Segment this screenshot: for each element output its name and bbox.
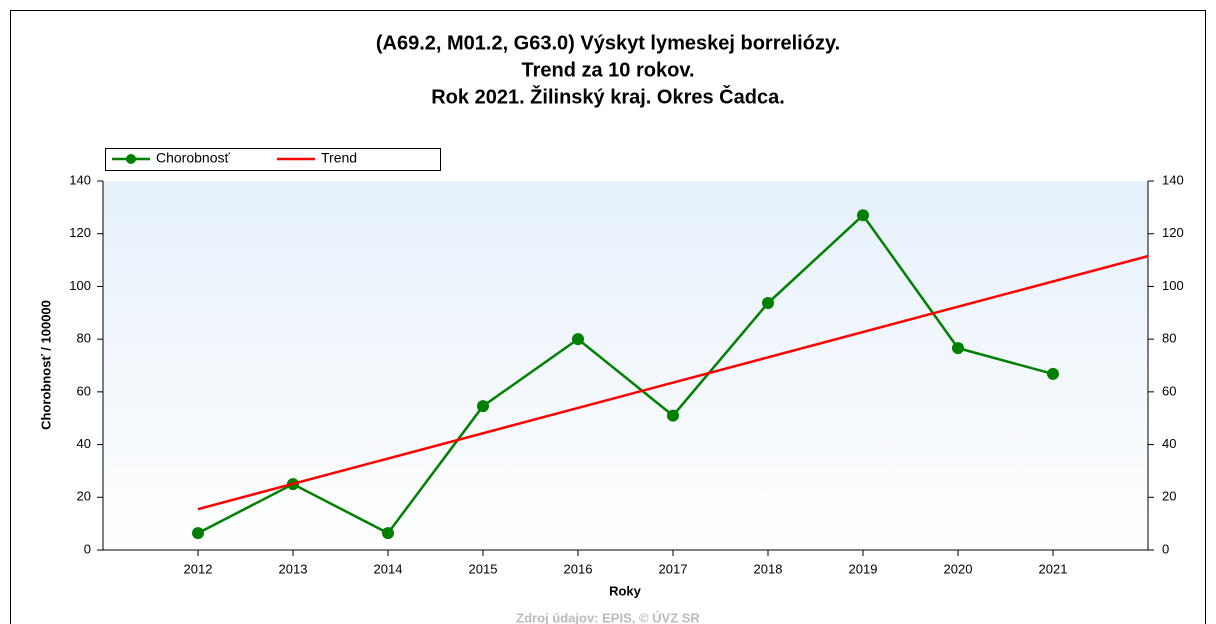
y-tick-label: 20 xyxy=(77,489,91,504)
series-line xyxy=(197,213,1054,535)
x-tick-label: 2019 xyxy=(849,561,878,576)
legend-label: Chorobnosť xyxy=(156,150,230,166)
x-axis-label: Roky xyxy=(609,583,642,598)
chart-title: Rok 2021. Žilinský kraj. Okres Čadca. xyxy=(431,84,785,108)
point xyxy=(572,333,584,346)
point xyxy=(192,527,204,540)
y2-tick-label: 120 xyxy=(1162,225,1184,240)
x-tick-label: 2017 xyxy=(659,561,688,576)
y2-tick-label: 40 xyxy=(1162,436,1176,451)
x-tick-label: 2020 xyxy=(944,561,973,576)
y-tick-label: 0 xyxy=(84,541,91,556)
x-tick-label: 2013 xyxy=(279,561,308,576)
series-line xyxy=(197,254,1149,511)
chart-title: (A69.2, M01.2, G63.0) Výskyt lymeskej bo… xyxy=(376,32,840,54)
x-tick-label: 2014 xyxy=(374,561,403,576)
legend-marker xyxy=(126,154,136,164)
y2-tick-label: 60 xyxy=(1162,383,1176,398)
source: Zdroj údajov: EPIS, © ÚVZ SR xyxy=(516,610,700,624)
point xyxy=(857,209,869,222)
x-tick-label: 2015 xyxy=(469,561,498,576)
point xyxy=(477,400,489,413)
x-tick-label: 2021 xyxy=(1039,561,1068,576)
x-tick-label: 2012 xyxy=(184,561,213,576)
x-tick-label: 2016 xyxy=(564,561,593,576)
frame xyxy=(10,10,1206,624)
point xyxy=(762,297,774,310)
point xyxy=(952,342,964,355)
y2-tick-label: 80 xyxy=(1162,331,1176,346)
point xyxy=(1047,367,1059,380)
x-tick-label: 2018 xyxy=(754,561,783,576)
y-tick-label: 100 xyxy=(69,278,91,293)
legend-label: Trend xyxy=(321,150,357,166)
point xyxy=(382,527,394,540)
y2-tick-label: 140 xyxy=(1162,172,1184,187)
chart-title: Trend za 10 rokov. xyxy=(521,59,694,81)
y-tick-label: 120 xyxy=(69,225,91,240)
y-tick-label: 60 xyxy=(77,383,91,398)
y2-tick-label: 20 xyxy=(1162,489,1176,504)
y-tick-label: 80 xyxy=(77,331,91,346)
y2-tick-label: 0 xyxy=(1162,541,1169,556)
y-tick-label: 140 xyxy=(69,172,91,187)
y-axis-label: Chorobnosť / 100000 xyxy=(38,300,53,430)
y-tick-label: 40 xyxy=(77,436,91,451)
y2-tick-label: 100 xyxy=(1162,278,1184,293)
point xyxy=(667,409,679,422)
legend xyxy=(105,148,441,171)
plot-area xyxy=(103,181,1148,550)
